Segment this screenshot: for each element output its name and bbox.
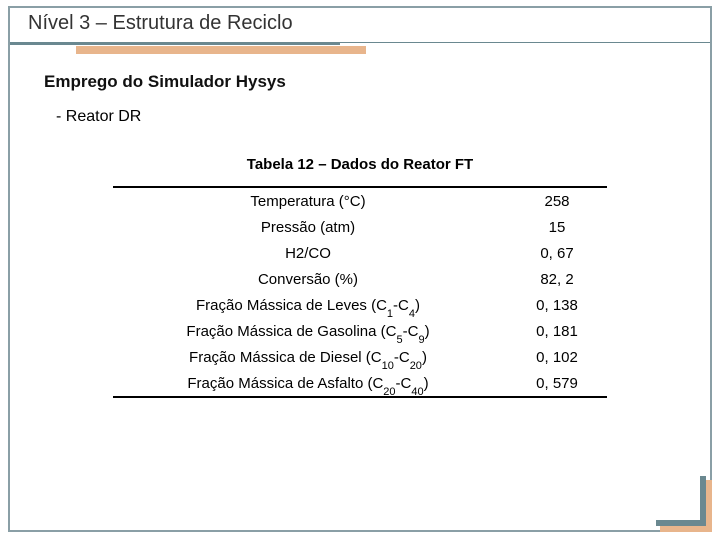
table-row: Fração Mássica de Asfalto (C20-C40) 0, 5… [113, 370, 607, 396]
row-value: 0, 138 [507, 297, 607, 314]
table-row: Conversão (%) 82, 2 [113, 266, 607, 292]
row-value: 0, 579 [507, 375, 607, 392]
row-value: 0, 102 [507, 349, 607, 366]
row-value: 0, 67 [507, 245, 607, 262]
table-row: Fração Mássica de Gasolina (C5-C9) 0, 18… [113, 318, 607, 344]
table-row: Pressão (atm) 15 [113, 214, 607, 240]
row-value: 258 [507, 193, 607, 210]
row-label: Fração Mássica de Diesel (C10-C20) [113, 349, 507, 366]
row-label: Temperatura (°C) [113, 193, 507, 210]
row-label: H2/CO [113, 245, 507, 262]
row-label: Fração Mássica de Asfalto (C20-C40) [113, 375, 507, 392]
row-label: Pressão (atm) [113, 219, 507, 236]
section-label: - Reator DR [56, 108, 141, 126]
table-title: Tabela 12 – Dados do Reator FT [0, 156, 720, 173]
row-label: Fração Mássica de Gasolina (C5-C9) [113, 323, 507, 340]
data-table: Temperatura (°C) 258 Pressão (atm) 15 H2… [113, 186, 607, 398]
table-row: H2/CO 0, 67 [113, 240, 607, 266]
subtitle: Emprego do Simulador Hysys [44, 72, 286, 92]
row-value: 82, 2 [507, 271, 607, 288]
table-row: Temperatura (°C) 258 [113, 188, 607, 214]
row-value: 15 [507, 219, 607, 236]
row-label: Fração Mássica de Leves (C1-C4) [113, 297, 507, 314]
row-label: Conversão (%) [113, 271, 507, 288]
table-row: Fração Mássica de Diesel (C10-C20) 0, 10… [113, 344, 607, 370]
row-value: 0, 181 [507, 323, 607, 340]
table-row: Fração Mássica de Leves (C1-C4) 0, 138 [113, 292, 607, 318]
slide-title: Nível 3 – Estrutura de Reciclo [28, 12, 293, 35]
